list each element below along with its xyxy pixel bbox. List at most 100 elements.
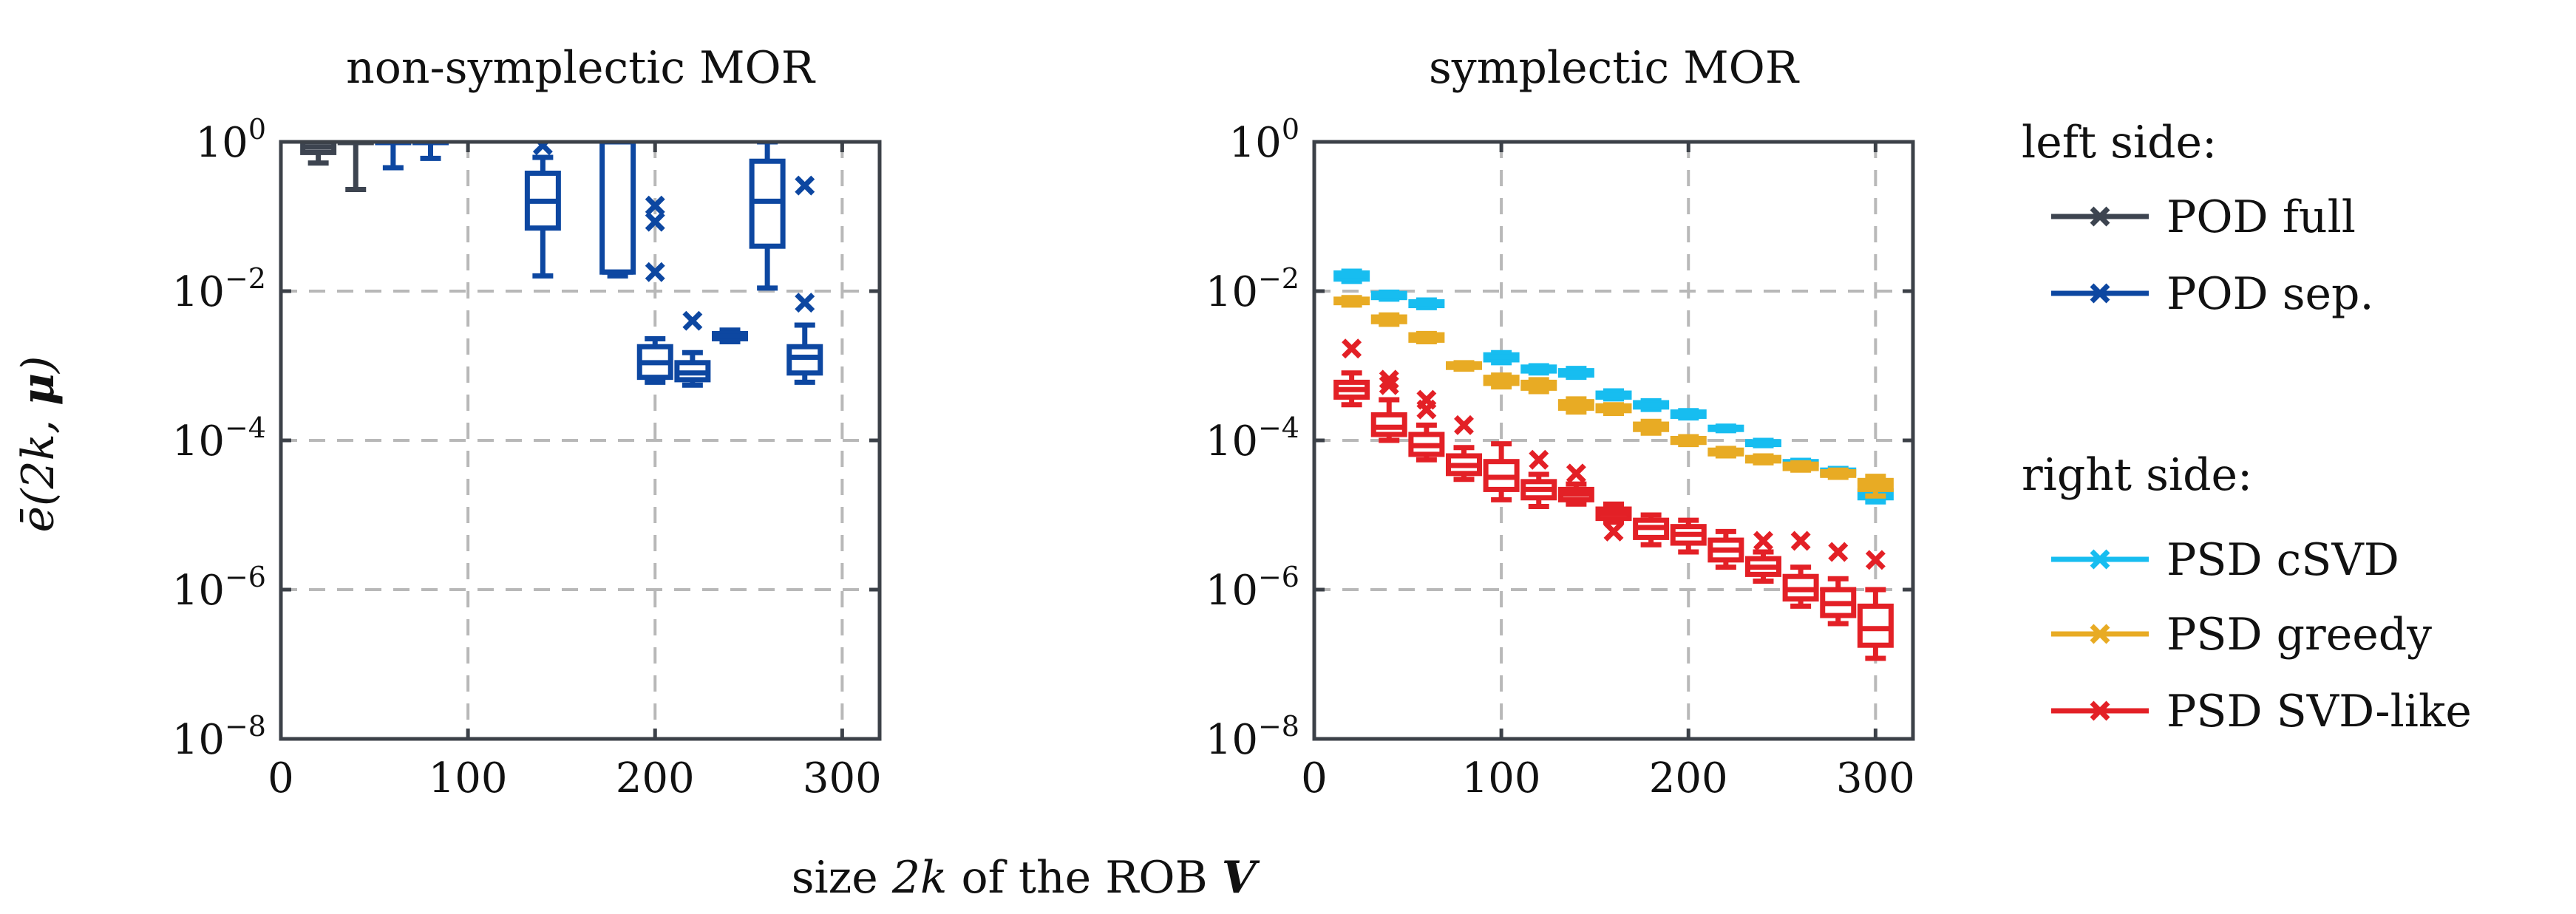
outlier-marker: [1529, 449, 1549, 470]
y-tick-exponent: −2: [1258, 262, 1299, 295]
box-pod-full: [300, 142, 337, 166]
box-psd-greedy: [1595, 402, 1632, 416]
box-psd-greedy: [1370, 312, 1407, 327]
box-psd-csvd: [1333, 268, 1370, 284]
legend-title: left side:: [2022, 117, 2217, 168]
box-psd-greedy: [1408, 330, 1445, 344]
box-pod-sep-: [375, 142, 412, 171]
box-psd-svd-like: [1446, 415, 1482, 482]
box-body: [786, 344, 823, 376]
y-tick-label: 10−2: [1206, 262, 1299, 316]
outlier-marker: [1753, 531, 1773, 551]
outlier-marker: [645, 262, 665, 282]
box-psd-csvd: [1483, 349, 1520, 366]
legend-entry: [2051, 700, 2149, 721]
outlier-marker: [1454, 415, 1474, 435]
legend-marker: [2090, 624, 2110, 644]
y-tick-base: 10: [172, 567, 225, 615]
y-tick-exponent: −2: [225, 262, 266, 295]
outlier-marker: [795, 175, 815, 196]
y-tick-label: 10−6: [1206, 561, 1299, 615]
box-psd-csvd: [1595, 388, 1632, 402]
legend-label: POD full: [2167, 191, 2356, 243]
box-psd-csvd: [1670, 408, 1707, 421]
outlier-marker: [1342, 338, 1362, 359]
outlier-marker: [1790, 531, 1811, 551]
x-tick-label: 300: [1836, 754, 1915, 802]
outlier-marker: [532, 142, 553, 156]
plot-data: [1333, 268, 1894, 661]
x-axis-label-prefix: size: [792, 852, 892, 904]
y-tick-label: 100: [196, 113, 266, 167]
x-axis-label-mid: of the ROB: [947, 852, 1221, 904]
y-tick-base: 10: [1229, 119, 1282, 167]
y-tick-exponent: −4: [1258, 412, 1299, 444]
y-tick-label: 10−4: [1206, 412, 1299, 465]
box-psd-greedy: [1820, 467, 1857, 480]
legend-entry: [2051, 206, 2149, 227]
outlier-marker: [1379, 369, 1399, 390]
y-tick-base: 10: [172, 417, 225, 465]
box-psd-csvd: [1745, 437, 1781, 449]
outlier-marker: [645, 195, 665, 216]
box-body: [1857, 603, 1894, 648]
box-pod-sep-: [599, 142, 636, 279]
legend-entry: [2051, 549, 2149, 570]
y-tick-exponent: −6: [1258, 561, 1299, 593]
plot-data: [300, 142, 823, 388]
box-psd-svd-like: [1370, 369, 1407, 443]
y-tick-label: 10−8: [172, 710, 266, 764]
y-axis-label-bold: μ: [13, 373, 64, 406]
box-psd-csvd: [1408, 297, 1445, 310]
y-tick-label: 10−4: [172, 412, 266, 465]
plot-title: symplectic MOR: [1429, 42, 1800, 94]
y-axis-label-suffix: ): [13, 356, 64, 375]
y-tick-base: 10: [196, 119, 248, 167]
outlier-marker: [1828, 542, 1849, 562]
box-psd-greedy: [1483, 372, 1520, 390]
x-tick-label: 200: [616, 754, 695, 802]
box-psd-csvd: [1557, 366, 1594, 381]
box-psd-greedy: [1857, 474, 1894, 499]
y-tick-base: 10: [1206, 716, 1258, 764]
legend-entry: [2051, 283, 2149, 304]
x-axis-label: size 2k of the ROB V: [792, 852, 1260, 904]
legend-marker: [2090, 283, 2110, 304]
y-tick-base: 10: [172, 716, 225, 764]
legend-marker: [2090, 549, 2110, 570]
y-tick-exponent: −8: [225, 710, 266, 743]
legend-entry: [2051, 624, 2149, 644]
box-psd-greedy: [1333, 295, 1370, 308]
x-tick-label: 0: [268, 754, 294, 802]
outlier-marker: [1865, 550, 1886, 570]
outlier-marker: [1416, 399, 1437, 420]
y-tick-base: 10: [1206, 417, 1258, 465]
box-pod-sep-: [674, 310, 711, 388]
y-tick-label: 10−8: [1206, 710, 1299, 764]
box-psd-svd-like: [1557, 463, 1594, 507]
box-psd-greedy: [1670, 434, 1707, 448]
y-axis-label: ē(2k, μ): [13, 356, 64, 533]
box-psd-svd-like: [1595, 501, 1632, 542]
box-pod-sep-: [749, 142, 786, 291]
box-psd-svd-like: [1520, 449, 1557, 509]
box-body: [599, 142, 636, 275]
box-psd-csvd: [1633, 398, 1670, 412]
y-tick-label: 10−6: [172, 561, 266, 615]
x-tick-label: 0: [1301, 754, 1328, 802]
plot-symplectic: 0 100 200 30010010−210−410−610−8symplectic …: [1206, 42, 1915, 802]
outlier-marker: [795, 293, 815, 313]
box-psd-svd-like: [1633, 512, 1670, 548]
plot-title: non-symplectic MOR: [346, 42, 816, 94]
legend-label: POD sep.: [2167, 268, 2374, 320]
plot-non-symplectic: 0 100 200 30010010−210−410−610−8non-symplec…: [172, 42, 882, 802]
legend-marker: [2090, 700, 2110, 721]
y-tick-label: 10−2: [172, 262, 266, 316]
legend-title: right side:: [2022, 449, 2252, 501]
legend-label: PSD cSVD: [2167, 534, 2399, 586]
box-psd-svd-like: [1745, 531, 1781, 584]
outlier-marker: [682, 310, 703, 331]
box-psd-svd-like: [1820, 542, 1857, 627]
box-pod-sep-: [524, 142, 561, 279]
x-axis-label-bold: V: [1222, 852, 1260, 904]
